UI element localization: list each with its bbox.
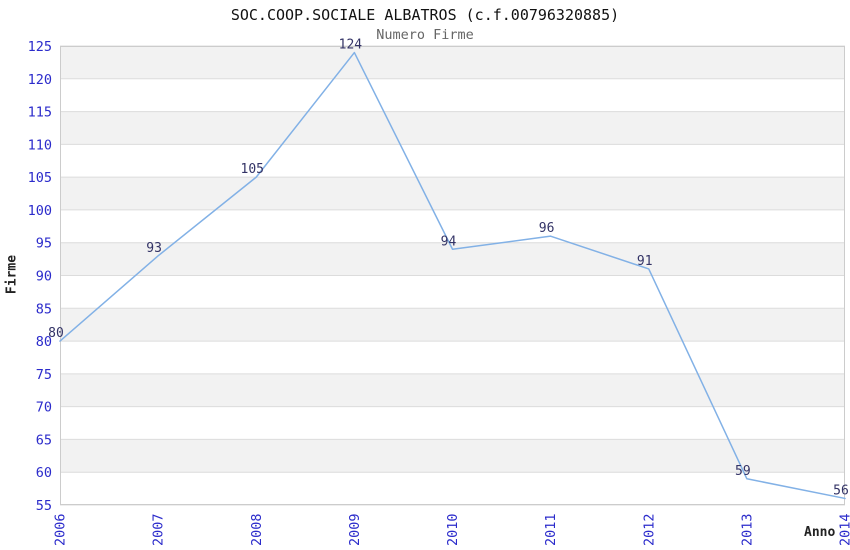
grid-band [60,341,845,374]
y-tick-label: 80 [36,334,52,350]
data-point-label: 80 [48,326,64,341]
y-tick-label: 110 [28,137,52,153]
y-tick-label: 120 [28,72,52,88]
y-axis-title: Firme [4,254,20,295]
grid-band [60,111,845,145]
data-point-label: 59 [735,464,751,479]
data-point-label: 94 [441,234,457,249]
y-tick-label: 75 [36,367,52,383]
x-tick-label: 2012 [641,513,657,546]
y-tick-label: 90 [36,269,52,285]
grid-band [60,406,845,440]
x-tick-label: 2014 [838,513,850,546]
grid-band [60,209,845,243]
chart-subtitle: Numero Firme [376,27,474,43]
chart-title: SOC.COOP.SOCIALE ALBATROS (c.f.007963208… [230,6,620,24]
grid-band [60,46,845,79]
y-tick-label: 60 [36,465,52,481]
data-point-label: 96 [539,221,555,236]
y-tick-label: 85 [36,301,52,317]
data-point-label: 56 [833,483,849,498]
y-tick-label: 55 [36,498,52,514]
x-tick-label: 2013 [739,513,755,546]
grid-band [60,472,845,505]
y-tick-label: 105 [28,170,52,186]
y-tick-label: 70 [36,400,52,416]
grid-band [60,373,845,407]
plot-border [60,46,845,505]
x-tick-label: 2009 [347,513,363,546]
grid-band [60,439,845,473]
y-tick-label: 100 [28,203,52,219]
x-tick-label: 2011 [543,513,559,546]
y-tick-label: 65 [36,432,52,448]
grid-band [60,78,845,112]
data-line [59,51,846,500]
grid-band [60,144,845,178]
x-axis-title: Anno [804,525,836,540]
x-tick-label: 2006 [53,513,69,546]
data-point-label: 105 [241,162,264,177]
grid-band [60,275,845,309]
data-point-label: 91 [637,254,653,269]
x-tick-label: 2010 [445,513,461,546]
x-tick-label: 2007 [151,513,167,546]
data-point-label: 124 [339,38,363,53]
y-tick-label: 125 [28,39,52,55]
data-point-label: 93 [146,241,162,256]
y-tick-label: 115 [28,105,52,121]
x-tick-label: 2008 [249,513,265,546]
y-tick-label: 95 [36,236,52,252]
grid-band [60,308,845,342]
grid-band [60,177,845,210]
